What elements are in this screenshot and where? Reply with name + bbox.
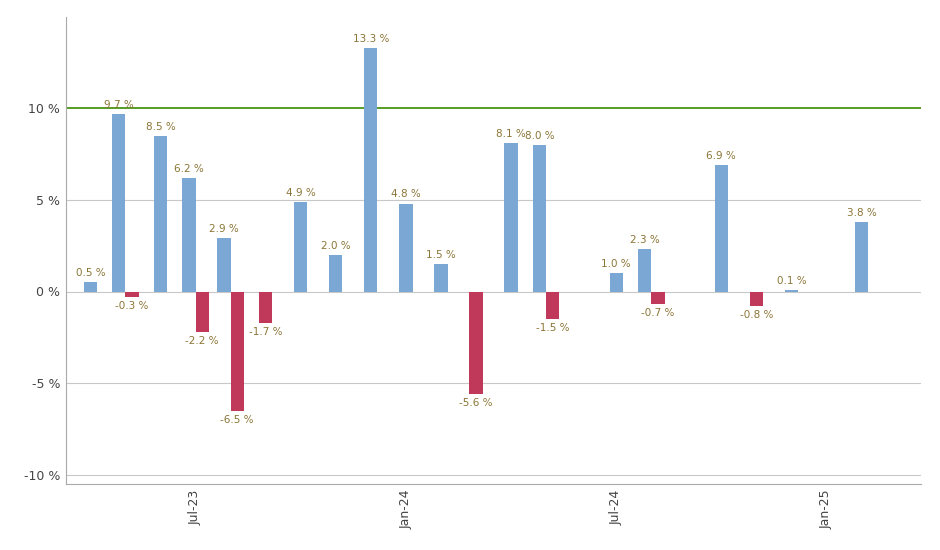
- Text: 2.3 %: 2.3 %: [630, 235, 660, 245]
- Text: -1.5 %: -1.5 %: [536, 323, 570, 333]
- Bar: [230, 292, 243, 411]
- Bar: [182, 178, 196, 292]
- Text: 6.9 %: 6.9 %: [707, 151, 736, 161]
- Bar: [329, 255, 342, 292]
- Text: -1.7 %: -1.7 %: [249, 327, 282, 337]
- Bar: [125, 292, 139, 297]
- Bar: [84, 282, 97, 292]
- Bar: [469, 292, 482, 394]
- Bar: [364, 48, 378, 292]
- Bar: [533, 145, 546, 292]
- Text: 1.5 %: 1.5 %: [426, 250, 456, 260]
- Text: -0.7 %: -0.7 %: [641, 309, 675, 318]
- Bar: [258, 292, 273, 323]
- Text: 6.2 %: 6.2 %: [174, 164, 204, 174]
- Bar: [294, 202, 307, 292]
- Text: 8.5 %: 8.5 %: [146, 122, 176, 131]
- Text: 2.9 %: 2.9 %: [209, 224, 239, 234]
- Bar: [609, 273, 623, 292]
- Text: -0.8 %: -0.8 %: [740, 310, 773, 320]
- Text: 4.9 %: 4.9 %: [286, 188, 316, 197]
- Bar: [196, 292, 209, 332]
- Text: 1.0 %: 1.0 %: [602, 259, 631, 269]
- Bar: [651, 292, 665, 304]
- Bar: [154, 136, 167, 292]
- Text: -2.2 %: -2.2 %: [185, 336, 219, 346]
- Bar: [785, 290, 798, 292]
- Text: 0.1 %: 0.1 %: [776, 276, 807, 285]
- Bar: [546, 292, 559, 319]
- Text: 9.7 %: 9.7 %: [103, 100, 133, 109]
- Text: 8.0 %: 8.0 %: [525, 131, 555, 141]
- Text: -0.3 %: -0.3 %: [116, 301, 149, 311]
- Text: 8.1 %: 8.1 %: [496, 129, 525, 139]
- Bar: [750, 292, 763, 306]
- Bar: [855, 222, 869, 292]
- Bar: [217, 238, 230, 292]
- Text: -6.5 %: -6.5 %: [221, 415, 254, 425]
- Bar: [714, 165, 728, 292]
- Text: 2.0 %: 2.0 %: [321, 241, 351, 251]
- Text: 3.8 %: 3.8 %: [847, 208, 876, 218]
- Text: -5.6 %: -5.6 %: [460, 398, 493, 408]
- Text: 13.3 %: 13.3 %: [352, 34, 389, 43]
- Bar: [400, 204, 413, 292]
- Text: 0.5 %: 0.5 %: [75, 268, 105, 278]
- Text: 4.8 %: 4.8 %: [391, 189, 421, 200]
- Bar: [638, 249, 651, 292]
- Bar: [112, 114, 125, 292]
- Bar: [505, 143, 518, 292]
- Bar: [434, 264, 447, 292]
